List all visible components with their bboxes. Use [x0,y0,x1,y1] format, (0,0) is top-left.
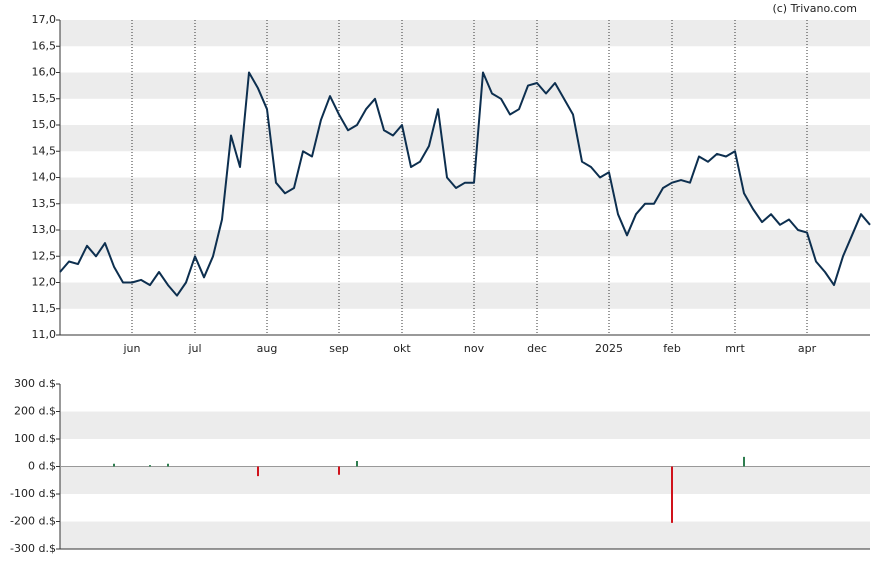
y-tick-label: 100 d.$ [14,432,56,445]
bar [338,466,340,475]
bar [356,461,358,467]
grid-band [60,72,870,99]
bar [113,463,115,467]
y-tick-label: 13,5 [32,197,57,210]
x-tick-label: jul [187,342,201,355]
y-tick-label: -300 d.$ [10,542,56,555]
y-tick-label: 11,0 [32,328,57,341]
bar [257,466,259,477]
y-tick-label: 17,0 [32,13,57,26]
x-tick-label: feb [663,342,681,355]
y-tick-label: 15,5 [32,92,57,105]
y-tick-label: 16,5 [32,39,57,52]
price-line [59,71,871,297]
x-tick-label: apr [798,342,817,355]
grid-band [60,230,870,257]
bar [167,463,169,467]
x-tick-label: okt [393,342,411,355]
grid-band [60,521,870,549]
y-tick-label: 12,0 [32,276,57,289]
x-tick-label: nov [464,342,485,355]
x-tick-label: dec [527,342,547,355]
source: (c) Trivano.com [772,2,857,15]
grid-band [60,125,870,152]
x-tick-label: mrt [725,342,745,355]
x-tick-label: sep [329,342,348,355]
y-tick-label: 13,0 [32,223,57,236]
y-tick-label: 15,0 [32,118,57,131]
y-tick-label: 0 d.$ [28,460,56,473]
bar [671,466,673,523]
grid-band [60,466,870,494]
y-tick-label: 14,5 [32,144,57,157]
y-tick-label: 16,0 [32,66,57,79]
bar [743,456,745,467]
y-tick-label: 300 d.$ [14,377,56,390]
x-tick-label: 2025 [595,342,623,355]
y-tick-label: 200 d.$ [14,405,56,418]
y-tick-label: 11,5 [32,302,57,315]
grid-band [60,20,870,47]
y-tick-label: 12,5 [32,249,57,262]
grid-band [60,411,870,439]
bar [149,465,151,467]
y-tick-label: -100 d.$ [10,487,56,500]
y-tick-label: 14,0 [32,171,57,184]
y-tick-label: -200 d.$ [10,515,56,528]
x-tick-label: aug [257,342,278,355]
grid-band [60,282,870,309]
x-tick-label: jun [123,342,141,355]
